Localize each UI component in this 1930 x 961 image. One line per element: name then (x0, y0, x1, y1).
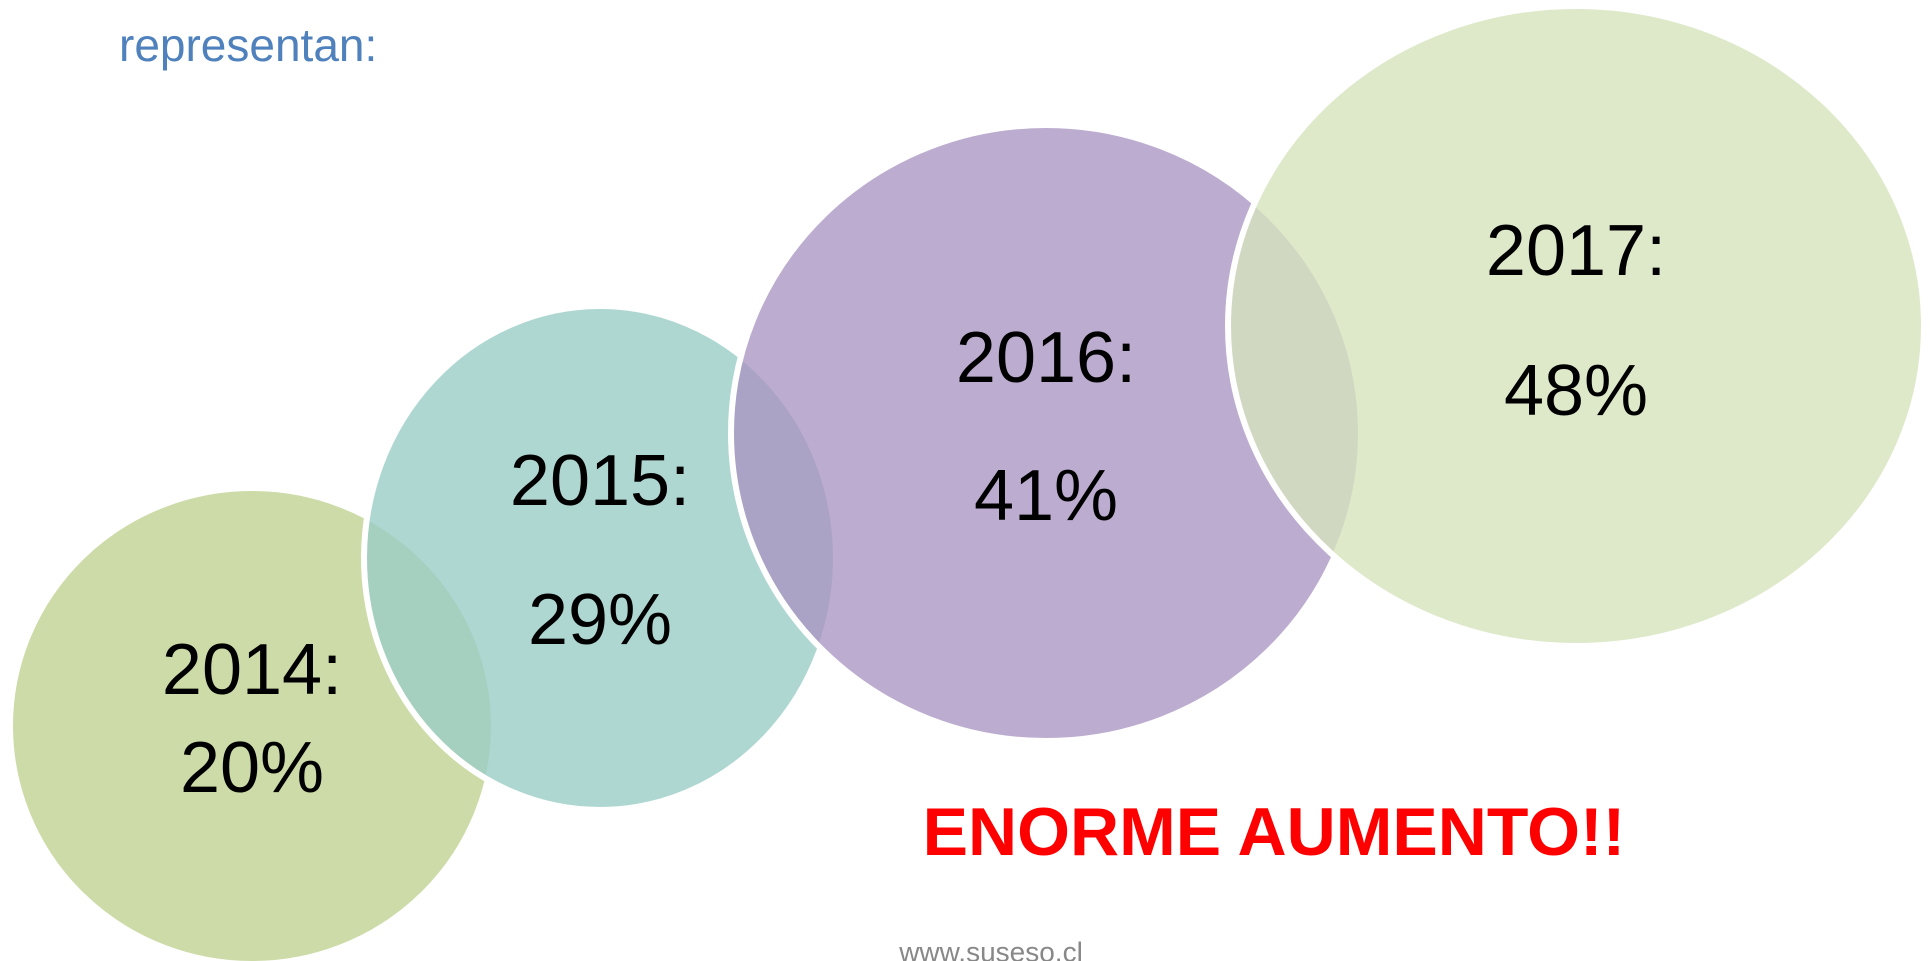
node-value: 20% (180, 728, 324, 808)
node-value: 48% (1504, 351, 1648, 431)
circle-2017 (1225, 3, 1927, 649)
node-value: 41% (974, 456, 1118, 536)
node-year: 2015: (510, 441, 690, 521)
node-year: 2014: (162, 630, 342, 710)
node-year: 2016: (956, 318, 1136, 398)
footer: www.suseso.cl (898, 936, 1083, 961)
slide-title: representan: (119, 19, 377, 71)
node-value: 29% (528, 580, 672, 660)
node-year: 2017: (1486, 211, 1666, 291)
callout: ENORME AUMENTO!! (923, 794, 1626, 870)
